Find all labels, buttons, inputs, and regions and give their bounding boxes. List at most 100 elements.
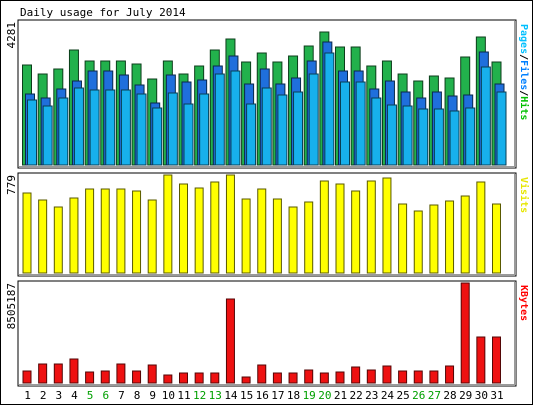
bar-pages [386, 104, 397, 166]
x-tick-label-day: 16 [256, 389, 269, 402]
bar-kbytes [272, 372, 282, 384]
x-tick-label-day: 10 [162, 389, 175, 402]
x-tick-label-day: 25 [396, 389, 409, 402]
bar-pages [152, 107, 163, 166]
bar-pages [293, 91, 304, 166]
x-tick-label-day: 6 [102, 389, 109, 402]
bar-kbytes [319, 372, 329, 384]
bar-visits [85, 188, 95, 274]
y-max-label: 8505187 [5, 283, 18, 329]
bar-kbytes [429, 370, 439, 384]
bar-pages [371, 97, 382, 166]
legend-entry: Files [518, 60, 530, 90]
bar-visits [163, 174, 173, 274]
bar-kbytes [85, 371, 95, 384]
legend: Visits [518, 177, 530, 213]
bar-kbytes [304, 369, 314, 384]
x-tick-label-day: 12 [193, 389, 206, 402]
panel-frame [17, 280, 517, 387]
bar-visits [194, 187, 204, 274]
bar-pages [277, 94, 288, 166]
x-tick-label-day: 8 [134, 389, 141, 402]
bar-pages [340, 81, 350, 166]
bar-kbytes [22, 370, 32, 384]
bar-visits [100, 188, 110, 274]
bar-pages [355, 81, 366, 166]
bar-visits [429, 204, 439, 274]
x-tick-label-day: 24 [381, 389, 395, 402]
bar-pages [58, 97, 69, 166]
chart-title: Daily usage for July 2014 [20, 6, 186, 19]
bar-kbytes [460, 282, 470, 384]
x-tick-label-day: 26 [412, 389, 425, 402]
panel-hits-files-pages: 4281 Pages/Files/Hits [5, 19, 530, 169]
legend-entry: Visits [518, 177, 530, 213]
bar-kbytes [116, 363, 126, 384]
x-tick-label-day: 7 [118, 389, 125, 402]
bar-visits [492, 203, 501, 274]
bar-pages [230, 70, 241, 166]
x-tick-label-day: 2 [40, 389, 47, 402]
bar-visits [319, 180, 329, 274]
bar-kbytes [179, 372, 188, 384]
bar-kbytes [69, 358, 79, 384]
bar-pages [433, 108, 444, 166]
y-max-label: 779 [5, 175, 18, 195]
bar-pages [308, 73, 319, 166]
legend-entry: Pages [518, 24, 529, 54]
bar-pages [42, 105, 53, 166]
x-tick-label-day: 11 [177, 389, 190, 402]
bar-kbytes [398, 370, 408, 384]
bar-visits [69, 197, 79, 274]
bar-visits [351, 190, 361, 274]
bar-pages [261, 87, 272, 166]
bar-pages [167, 92, 178, 166]
legend: Pages/Files/Hits [518, 24, 530, 120]
panel-visits: 779 Visits [5, 172, 530, 277]
bar-pages [324, 52, 335, 166]
bar-visits [147, 199, 157, 274]
bar-visits [257, 188, 267, 274]
bar-kbytes [382, 365, 392, 384]
bar-pages [105, 89, 116, 166]
x-tick-label-day: 18 [287, 389, 300, 402]
bar-kbytes [132, 370, 142, 384]
bar-visits [22, 192, 32, 274]
bar-visits [288, 206, 298, 274]
bar-visits [179, 183, 188, 274]
bar-kbytes [288, 372, 298, 384]
bar-kbytes [492, 336, 501, 384]
bar-pages [199, 93, 210, 166]
bar-kbytes [38, 363, 48, 384]
bar-visits [398, 203, 408, 274]
x-tick-label-day: 1 [24, 389, 31, 402]
legend-entry: / [518, 90, 529, 96]
bar-kbytes [476, 336, 486, 384]
bar-visits [460, 195, 470, 274]
bar-visits [132, 190, 142, 274]
bar-pages [418, 108, 429, 166]
bar-kbytes [225, 298, 235, 384]
bar-pages [89, 89, 100, 166]
x-tick-label-day: 21 [334, 389, 347, 402]
x-tick-label-day: 31 [490, 389, 503, 402]
x-tick-label-day: 23 [365, 389, 378, 402]
bar-kbytes [351, 366, 361, 384]
bar-pages [73, 87, 84, 166]
bar-kbytes [100, 370, 110, 384]
bar-visits [225, 174, 235, 274]
bar-visits [335, 183, 345, 274]
bar-kbytes [53, 363, 63, 384]
bar-kbytes [335, 371, 345, 384]
x-tick-label-day: 5 [87, 389, 94, 402]
x-tick-label-day: 15 [240, 389, 253, 402]
bar-kbytes [413, 370, 423, 384]
bar-visits [53, 206, 63, 274]
x-tick-label-day: 27 [428, 389, 441, 402]
x-tick-label-day: 17 [271, 389, 284, 402]
legend-entry: / [518, 54, 529, 60]
y-max-label: 4281 [5, 22, 18, 49]
